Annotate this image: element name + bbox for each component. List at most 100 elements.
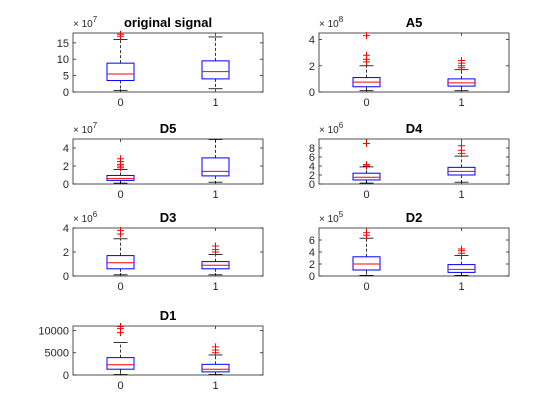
iqr-box [201,363,230,373]
x-tick-label: 0 [117,281,123,293]
x-tick-label: 0 [363,281,369,293]
y-tick-label: 4 [309,161,315,173]
x-tick-label: 1 [212,380,218,392]
box-1 [201,36,230,90]
x-tick-label: 1 [212,189,218,201]
y-tick-label: 4 [63,223,69,235]
box-0 [352,140,381,184]
x-tick-label: 1 [458,189,464,201]
plot-area [72,227,264,277]
outlier-marker [458,57,465,65]
y-tick-label: 0 [63,271,69,283]
axis-exponent: × 107 [73,15,98,30]
axis-exponent: × 107 [73,121,98,136]
outlier-marker [212,343,219,351]
y-tick-label: 2 [309,61,315,73]
box-1 [201,242,230,276]
iqr-box [106,357,135,370]
x-tick-label: 0 [117,380,123,392]
y-tick-label: 6 [309,235,315,247]
y-tick-label: 4 [309,35,315,47]
y-tick-label: 2 [63,161,69,173]
y-tick-label: 4 [309,247,315,259]
box-1 [447,57,476,92]
axis-exponent-power: 5 [339,210,344,219]
outlier-marker [458,142,465,150]
axis-exponent-power: 7 [93,121,98,130]
y-tick-label: 0 [309,179,315,191]
subplot-1: A5 × 108 0 2 4 0 1 [309,15,510,109]
plot-area [318,227,510,277]
subplot-2: D5 × 107 0 2 4 0 1 [63,121,264,201]
axis-exponent-power: 6 [339,121,344,130]
y-tick-label: 5 [63,71,69,83]
x-tick-label: 0 [117,97,123,109]
chart-title: D5 [160,121,177,136]
plot-area [318,32,510,93]
iqr-box [352,172,381,181]
y-tick-label: 4 [63,143,69,155]
y-tick-label: 0 [63,370,69,382]
iqr-box [447,264,476,273]
axis-exponent-power: 8 [339,15,344,24]
y-tick-label: 2 [309,170,315,182]
x-tick-label: 1 [212,97,218,109]
box-1 [201,343,230,375]
outlier-marker [212,242,219,250]
outlier-marker [117,322,124,330]
outlier-marker [363,32,370,40]
chart-title: D3 [160,210,177,225]
outlier-marker [363,51,370,59]
x-tick-label: 0 [117,189,123,201]
y-tick-label: 0 [63,87,69,99]
x-tick-label: 0 [363,97,369,109]
iqr-box [106,62,135,82]
plot-area [318,138,510,185]
iqr-box [106,255,135,270]
chart-title: original signal [124,15,212,30]
axis-exponent: × 108 [319,15,344,30]
axis-exponent: × 106 [73,210,98,225]
axis-exponent: × 105 [319,210,344,225]
box-0 [106,30,135,91]
plot-area [72,325,264,376]
subplot-0: original signal × 107 0 5 10 15 0 1 [57,15,264,109]
outlier-marker [363,229,370,237]
x-tick-label: 1 [458,97,464,109]
iqr-box [201,60,230,80]
y-tick-label: 8 [309,143,315,155]
subplot-4: D3 × 106 0 2 4 0 1 [63,210,264,293]
y-tick-label: 15 [57,38,69,50]
iqr-box [106,174,135,181]
chart-title: D1 [160,308,177,323]
x-tick-label: 1 [458,281,464,293]
subplot-6: D1 0 5000 10000 0 1 [38,308,264,392]
axis-exponent-power: 7 [93,15,98,24]
box-0 [352,32,381,92]
y-tick-label: 10000 [38,325,69,337]
outlier-marker [458,245,465,253]
iqr-box [352,256,381,271]
y-tick-label: 0 [63,179,69,191]
y-tick-label: 10 [57,54,69,66]
chart-title: D2 [406,210,423,225]
y-tick-label: 5000 [45,348,69,360]
y-tick-label: 2 [63,247,69,259]
box-0 [352,229,381,276]
box-1 [447,245,476,276]
iqr-box [201,157,230,177]
outlier-marker [117,155,124,163]
axis-exponent-power: 6 [93,210,98,219]
box-1 [201,139,230,183]
y-tick-label: 0 [309,271,315,283]
outlier-marker [117,226,124,234]
chart-title: D4 [406,121,423,136]
y-tick-label: 2 [309,259,315,271]
outlier-marker [363,140,370,147]
x-tick-label: 0 [363,189,369,201]
x-tick-label: 1 [212,281,218,293]
outlier-marker [117,30,124,38]
plot-area [72,32,264,93]
